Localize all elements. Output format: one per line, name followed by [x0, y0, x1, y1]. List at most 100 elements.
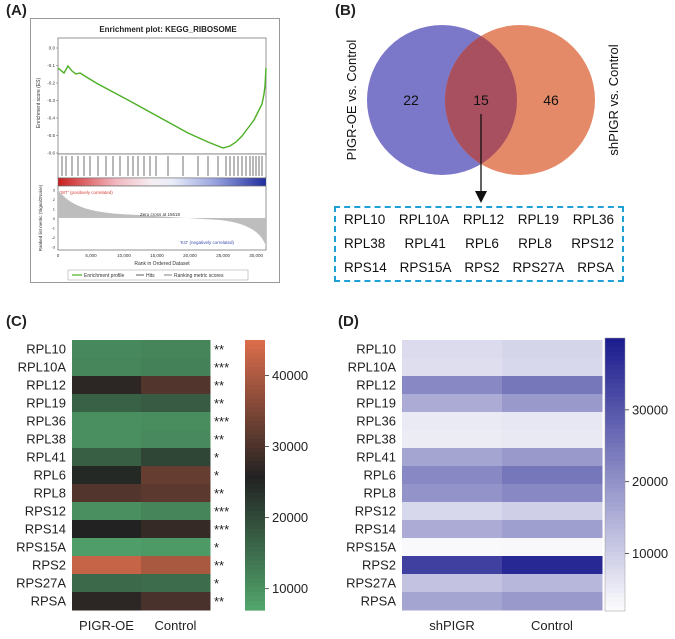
significance-mark: ** [214, 486, 224, 501]
overlap-gene-list: RPL10 RPL10A RPL12 RPL19 RPL36 RPL38 RPL… [334, 206, 624, 282]
significance-mark: ** [214, 432, 224, 447]
significance-mark: ** [214, 396, 224, 411]
colorbar-segment [605, 469, 625, 476]
rank-tick-label: 2 [53, 197, 56, 202]
colorbar-segment [245, 484, 265, 490]
heatmap-cell [402, 466, 503, 485]
heatmap-cell [72, 574, 142, 593]
venn-overlap-count: 15 [473, 92, 489, 108]
colorbar-segment [605, 388, 625, 394]
colorbar-segment [245, 380, 265, 386]
colorbar-segment [245, 461, 265, 467]
heatmap-cell [72, 556, 142, 575]
heatmap-cell [502, 484, 603, 503]
venn-right-count: 46 [543, 92, 559, 108]
gsea-rank-ylabel: Ranked list metric (Signal2Noise) [38, 184, 43, 251]
gsea-es-ticks: 0.0 -0.1 -0.2 -0.3 -0.4 -0.5 -0.6 [47, 46, 58, 156]
es-tick-label: -0.2 [47, 81, 55, 86]
heatmap-row-label: RPS12 [25, 504, 66, 519]
significance-mark: *** [214, 522, 229, 537]
colorbar-segment [605, 479, 625, 485]
heatmap-cell [402, 502, 503, 521]
colorbar-segment [245, 452, 265, 458]
significance-mark: ** [214, 378, 224, 393]
colorbar-segment [605, 383, 625, 389]
colorbar-segment [245, 398, 265, 404]
es-tick-label: -0.6 [47, 151, 55, 156]
x-tick-label: 15,000 [150, 253, 164, 258]
colorbar-segment [605, 556, 625, 562]
heatmap-column-label: Control [155, 618, 197, 633]
heatmap-cell [141, 412, 211, 431]
colorbar-segment [245, 574, 265, 580]
colorbar-segment [245, 448, 265, 454]
heatmap-row-label: RPL38 [356, 432, 396, 447]
colorbar-segment [245, 515, 265, 521]
significance-mark: *** [214, 360, 229, 375]
colorbar-segment [245, 533, 265, 539]
colorbar-segment [245, 542, 265, 548]
colorbar-segment [245, 511, 265, 517]
colorbar-segment [605, 378, 625, 385]
legend-hits: Hits [146, 273, 155, 279]
heatmap-cell [141, 520, 211, 539]
heatmap-row-label: RPL19 [356, 396, 396, 411]
heatmap-cell [402, 412, 503, 431]
heatmap-row-label: RPSA [361, 594, 397, 609]
colorbar-segment [605, 492, 625, 498]
heatmap-cell [402, 430, 503, 449]
heatmap-row-label: RPL10A [348, 360, 397, 375]
colorbar-segment [605, 397, 625, 403]
colorbar-segment [245, 362, 265, 368]
colorbar-segment [605, 570, 625, 576]
heatmap-row-label: RPL10 [26, 342, 66, 357]
colorbar-segment [245, 493, 265, 499]
es-tick-label: -0.5 [47, 133, 55, 138]
colorbar-segment [245, 389, 265, 395]
colorbar-segment [245, 596, 265, 602]
heatmap-cell [72, 358, 142, 377]
significance-mark: * [214, 468, 219, 483]
gene-label: RPS2 [464, 260, 500, 275]
heatmap-row-label: RPL19 [26, 396, 66, 411]
rank-tick-label: 3 [53, 188, 56, 193]
colorbar-tick-label: 10000 [632, 546, 668, 561]
colorbar-segment [245, 601, 265, 607]
colorbar-tick-label: 20000 [272, 510, 308, 525]
colorbar-segment [245, 488, 265, 494]
es-tick-label: -0.1 [47, 63, 55, 68]
rank-tick-label: 0 [53, 216, 56, 221]
colorbar-segment [605, 510, 625, 517]
heatmap-cell [141, 340, 211, 359]
rank-tick-label: 1 [53, 207, 56, 212]
colorbar-segment [605, 542, 625, 548]
venn-overlap [445, 25, 517, 175]
heatmap-cell [72, 520, 142, 539]
significance-mark: ** [214, 342, 224, 357]
colorbar-segment [245, 475, 265, 481]
significance-mark: ** [214, 594, 224, 609]
colorbar-segment [605, 429, 625, 435]
es-tick-label: 0.0 [49, 46, 56, 51]
colorbar-segment [245, 340, 265, 346]
colorbar-segment [605, 474, 625, 480]
colorbar-segment [605, 360, 625, 366]
significance-mark: ** [214, 558, 224, 573]
venn-left-label: PIGR-OE vs. Control [344, 40, 359, 161]
gene-label: RPL12 [462, 212, 505, 227]
es-tick-label: -0.4 [47, 116, 55, 121]
heatmap-cell [402, 358, 503, 377]
heatmap-cell [402, 556, 503, 575]
colorbar-segment [245, 425, 265, 431]
colorbar-segment [245, 524, 265, 530]
heatmap-cell [502, 412, 603, 431]
heatmap-column-label: PIGR-OE [79, 618, 134, 633]
heatmap-row-label: RPS14 [355, 522, 396, 537]
significance-mark: * [214, 450, 219, 465]
colorbar-segment [605, 347, 625, 353]
colorbar-segment [245, 560, 265, 566]
colorbar-segment [245, 434, 265, 440]
panel-d-label: (D) [338, 313, 359, 330]
colorbar-segment [605, 497, 625, 503]
colorbar-segment [605, 579, 625, 585]
